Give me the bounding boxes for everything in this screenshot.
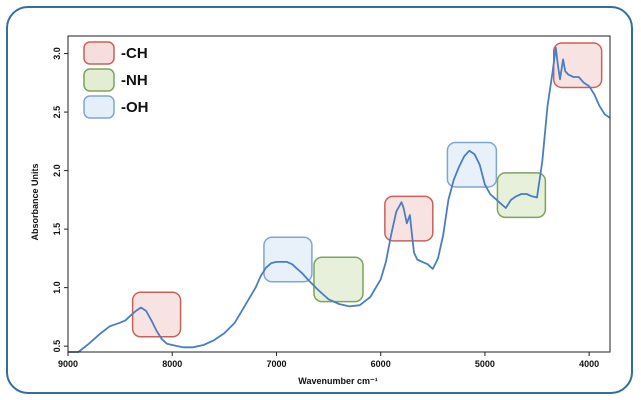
y-tick-label-1: 1.0 — [52, 281, 62, 294]
x-tick-label-8000: 8000 — [162, 359, 182, 369]
legend-label-oh: -OH — [121, 99, 149, 116]
y-axis-label: Absorbance Units — [30, 163, 40, 240]
legend-label-nh: -NH — [121, 72, 148, 89]
y-tick-label-0.5: 0.5 — [52, 340, 62, 353]
y-tick-label-1.5: 1.5 — [52, 223, 62, 236]
annotation-boxes — [131, 42, 603, 338]
y-tick-label-3: 3.0 — [52, 47, 62, 60]
annotation-box-ch-6 — [552, 42, 603, 89]
annotation-box-nh-2 — [313, 256, 364, 303]
x-tick-label-7000: 7000 — [266, 359, 286, 369]
legend-swatch-oh — [83, 95, 115, 119]
annotation-box-oh-4 — [446, 141, 498, 188]
legend: -CH -NH -OH — [83, 41, 149, 119]
x-tick-label-5000: 5000 — [475, 359, 495, 369]
axes: 9000 8000 7000 6000 5000 4000 0.5 1.0 1.5 2.0 2.5 3… — [52, 35, 611, 369]
legend-swatch-nh — [83, 68, 115, 92]
y-tick-label-2: 2.0 — [52, 164, 62, 177]
x-tick-label-4000: 4000 — [579, 359, 599, 369]
x-axis-label: Wavenumber cm⁻¹ — [298, 376, 377, 386]
legend-label-ch: -CH — [121, 45, 148, 62]
spectrum-line-group — [68, 46, 611, 353]
plot-border — [67, 35, 611, 353]
spectrum-line — [68, 46, 611, 353]
y-tick-label-2.5: 2.5 — [52, 106, 62, 119]
legend-swatch-ch — [83, 41, 115, 65]
x-tick-label-9000: 9000 — [58, 359, 78, 369]
annotation-box-nh-5 — [496, 172, 547, 219]
x-tick-label-6000: 6000 — [371, 359, 391, 369]
